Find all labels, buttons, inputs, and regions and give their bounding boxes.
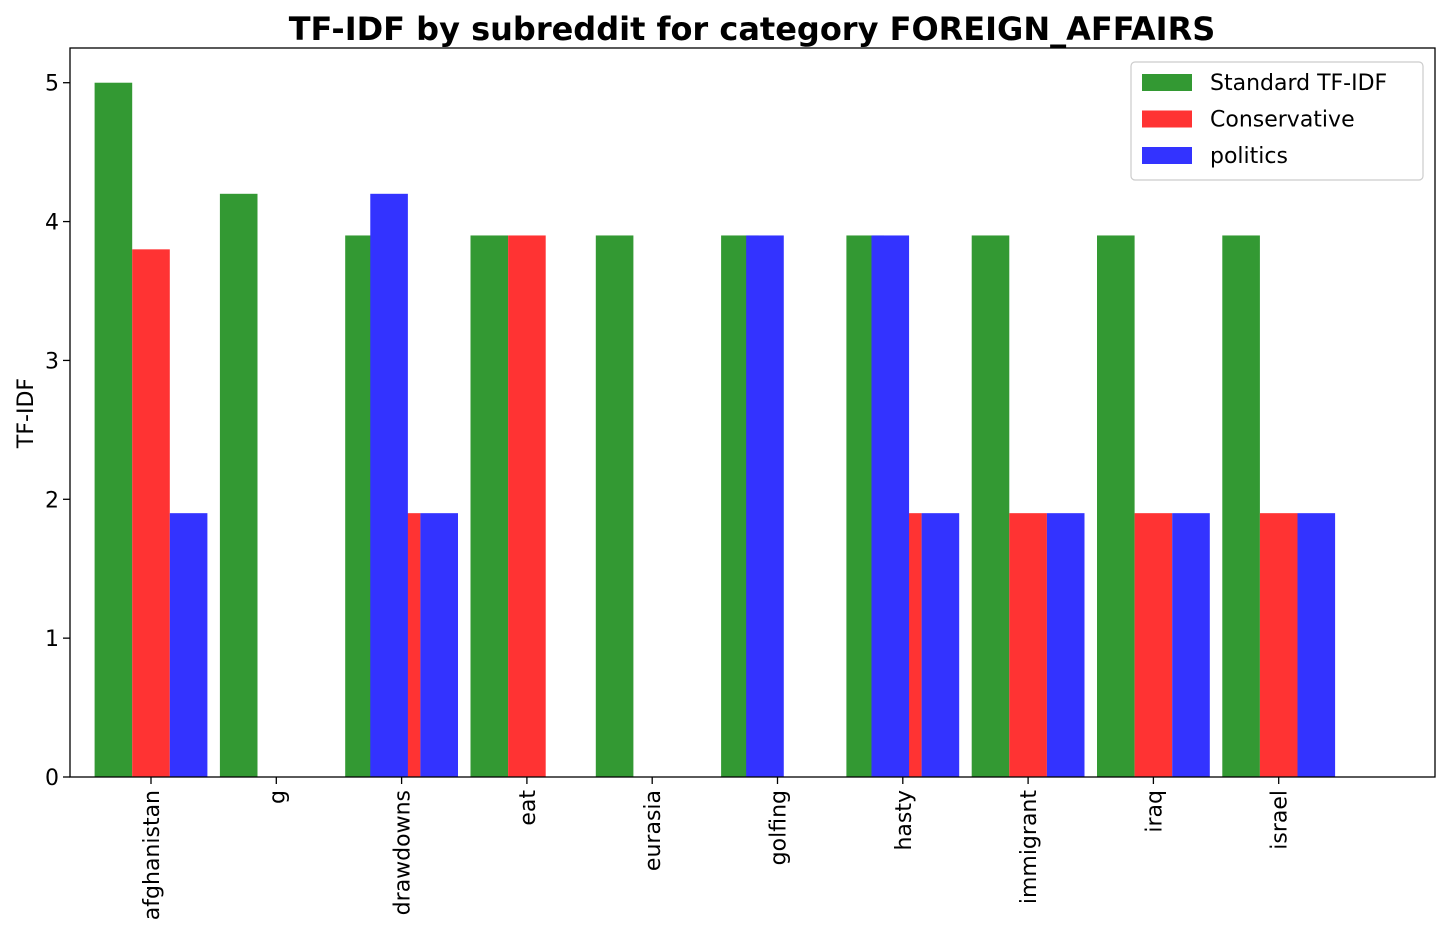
x-tick-label: eurasia — [641, 790, 666, 871]
bar-standard-tf-idf — [219, 193, 258, 778]
bar-politics — [420, 513, 458, 777]
bar-politics — [1172, 513, 1210, 777]
bar-standard-tf-idf — [595, 235, 634, 777]
x-tick-label: iraq — [1142, 790, 1167, 833]
y-axis-ticks: 0 1 2 3 4 5 — [45, 72, 70, 791]
x-axis-ticks: afghanistan g drawdowns eat eurasia golfing ha… — [140, 777, 1293, 920]
x-tick-label: afghanistan — [140, 790, 165, 920]
legend-label: Conservative — [1210, 108, 1355, 133]
bar-conservative — [508, 235, 546, 777]
bar-standard-tf-idf — [94, 82, 133, 777]
bar-conservative — [1134, 513, 1173, 777]
y-axis-label: TF-IDF — [14, 378, 39, 449]
bar-standard-tf-idf — [971, 235, 1010, 777]
y-tick-label: 5 — [45, 72, 59, 97]
legend: Standard TF-IDF Conservative politics — [1130, 61, 1424, 181]
bar-politics — [746, 235, 784, 777]
y-tick-label: 1 — [45, 627, 59, 652]
y-tick-label: 0 — [45, 766, 59, 791]
plot-area-frame — [69, 47, 1436, 778]
bar-conservative — [1259, 513, 1298, 777]
bar-conservative — [1009, 513, 1047, 777]
bar-standard-tf-idf — [1222, 235, 1260, 777]
bars-group — [94, 82, 1336, 778]
x-tick-label: eat — [516, 790, 541, 826]
x-tick-label: drawdowns — [391, 790, 416, 915]
bar-politics — [169, 513, 208, 777]
legend-label: politics — [1210, 144, 1288, 169]
y-tick-label: 4 — [45, 211, 59, 236]
x-tick-label: hasty — [892, 790, 917, 851]
y-tick-label: 3 — [45, 349, 59, 374]
legend-swatch — [1142, 147, 1192, 164]
legend-frame — [1130, 61, 1424, 181]
chart-title: TF-IDF by subreddit for category FOREIGN… — [289, 10, 1216, 48]
bar-politics — [370, 193, 408, 778]
legend-label: Standard TF-IDF — [1210, 71, 1387, 96]
x-tick-label: immigrant — [1017, 790, 1042, 905]
bar-standard-tf-idf — [470, 235, 509, 777]
legend-swatch — [1142, 110, 1192, 128]
x-tick-label: israel — [1268, 790, 1293, 850]
bar-politics — [921, 513, 960, 777]
bar-standard-tf-idf — [1097, 235, 1135, 777]
bar-conservative — [132, 249, 170, 778]
x-tick-label: golfing — [767, 790, 792, 865]
bar-politics — [1046, 513, 1085, 777]
y-tick-label: 2 — [45, 488, 59, 513]
bar-politics — [1297, 513, 1336, 777]
bar-politics — [871, 235, 910, 777]
x-tick-label: g — [265, 790, 290, 804]
legend-swatch — [1142, 74, 1192, 91]
